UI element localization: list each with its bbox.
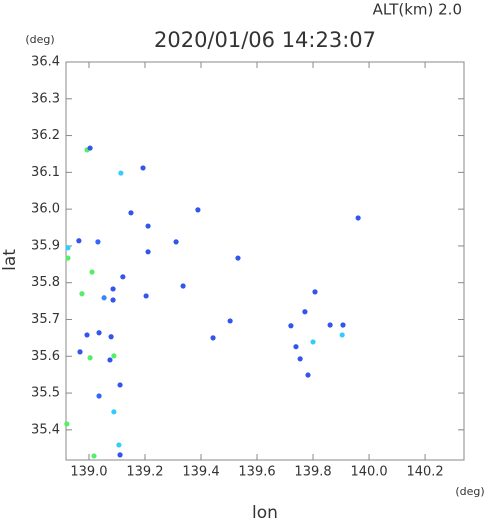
chart-title: 2020/01/06 14:23:07 <box>154 28 376 52</box>
echo-point <box>84 332 90 338</box>
echo-point <box>117 452 123 458</box>
echo-point <box>95 239 101 245</box>
echo-point <box>76 238 82 244</box>
echo-point <box>89 269 95 275</box>
x-tick-label: 139.8 <box>294 465 331 480</box>
echo-point <box>116 442 122 448</box>
x-tick-label: 140.2 <box>406 465 443 480</box>
echo-point <box>101 295 107 301</box>
echo-point <box>305 372 311 378</box>
echo-point <box>173 239 179 245</box>
y-tick-label: 35.6 <box>31 349 60 364</box>
echo-point <box>293 344 299 350</box>
echo-point <box>79 291 85 297</box>
y-tick-label: 36.2 <box>31 128 60 143</box>
x-unit: (deg) <box>455 485 484 498</box>
y-tick-label: 36.1 <box>31 165 60 180</box>
echo-point <box>302 309 308 315</box>
echo-point <box>340 322 346 328</box>
y-tick-label: 36.0 <box>31 202 60 217</box>
echo-point <box>140 165 146 171</box>
echo-point <box>180 283 186 289</box>
y-tick-label: 36.4 <box>31 55 60 70</box>
y-axis-label: lat <box>0 249 20 271</box>
echo-point <box>145 223 151 229</box>
echo-point <box>143 293 149 299</box>
echo-point <box>111 353 117 359</box>
echo-point <box>110 286 116 292</box>
x-axis-label: lon <box>252 503 278 521</box>
echo-point <box>145 249 151 255</box>
y-tick-label: 35.5 <box>31 386 60 401</box>
echo-point <box>355 215 361 221</box>
echo-point <box>108 334 114 340</box>
echo-point <box>288 323 294 329</box>
echo-point <box>210 335 216 341</box>
echo-point <box>87 145 93 151</box>
plot-frame <box>65 61 465 461</box>
echo-point <box>117 382 123 388</box>
y-tick-label: 35.4 <box>31 422 60 437</box>
y-tick-label: 35.7 <box>31 312 60 327</box>
echo-point <box>297 356 303 362</box>
echo-point <box>118 170 124 176</box>
y-tick-label: 35.8 <box>31 275 60 290</box>
echo-point <box>87 355 93 361</box>
echo-point <box>107 357 113 363</box>
echo-point <box>327 322 333 328</box>
y-unit: (deg) <box>25 33 54 46</box>
x-tick-label: 139.2 <box>126 465 163 480</box>
echo-point <box>65 255 71 261</box>
echo-point <box>110 297 116 303</box>
echo-point <box>195 207 201 213</box>
echo-point <box>235 255 241 261</box>
altitude-label: ALT(km) 2.0 <box>373 1 462 19</box>
echo-point <box>77 349 83 355</box>
x-tick-label: 139.6 <box>238 465 275 480</box>
echo-point <box>64 421 70 427</box>
echo-point <box>96 393 102 399</box>
echo-point <box>312 289 318 295</box>
echo-point <box>120 274 126 280</box>
echo-point <box>128 210 134 216</box>
echo-point <box>111 409 117 415</box>
echo-point <box>91 453 97 459</box>
y-tick-label: 36.3 <box>31 91 60 106</box>
x-tick-label: 139.0 <box>70 465 107 480</box>
echo-point <box>310 339 316 345</box>
x-tick-label: 140.0 <box>350 465 387 480</box>
y-tick-label: 35.9 <box>31 238 60 253</box>
echo-point <box>96 330 102 336</box>
echo-point <box>65 245 71 251</box>
echo-point <box>339 332 345 338</box>
x-tick-label: 139.4 <box>182 465 219 480</box>
echo-point <box>227 318 233 324</box>
